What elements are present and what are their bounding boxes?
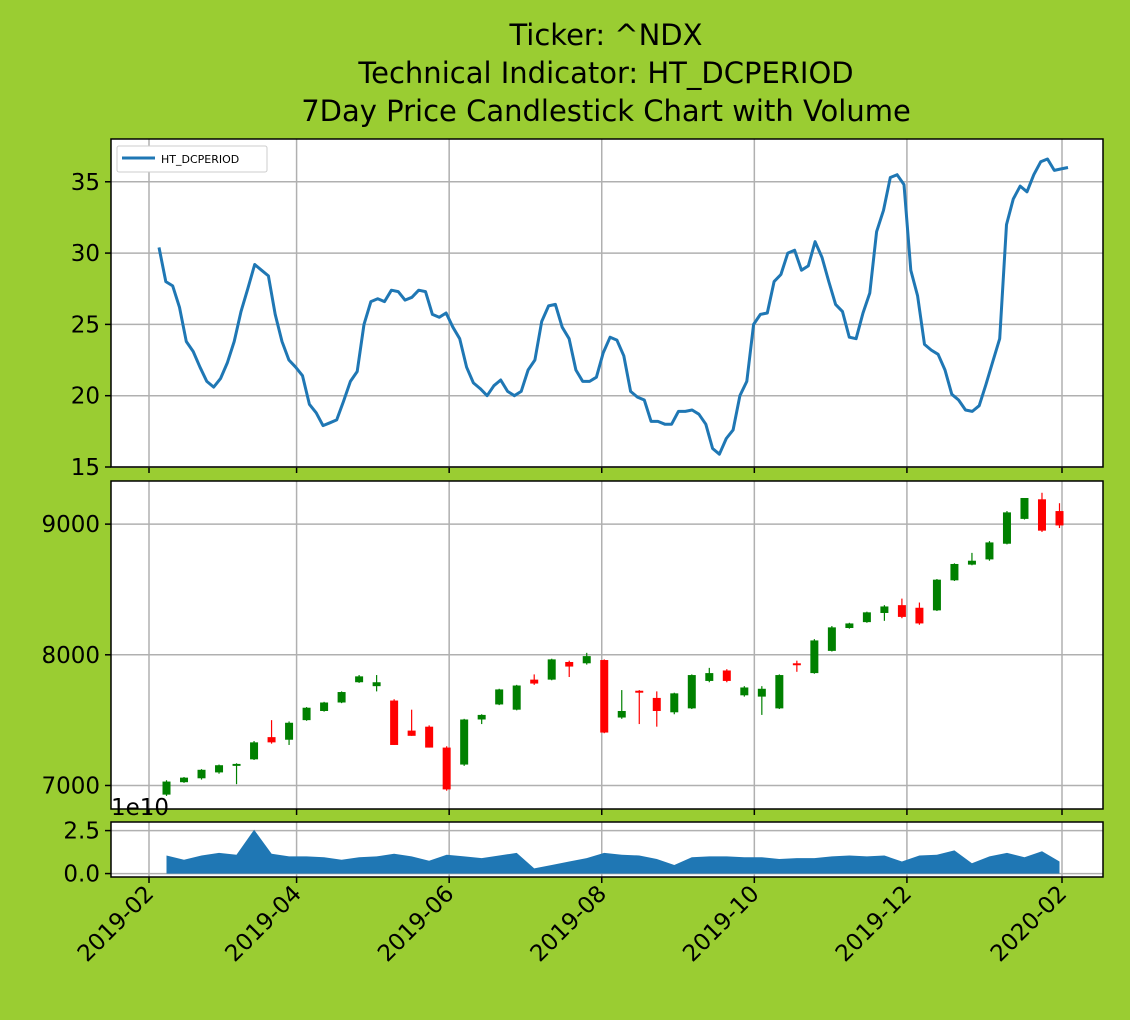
candle-body	[827, 627, 836, 651]
indicator-y-tick-label: 20	[71, 384, 100, 410]
price-plot-area	[111, 481, 1103, 809]
candle-body	[267, 737, 276, 743]
volume-y-axis: 0.0 2.5	[63, 819, 111, 888]
price-y-tick-label: 8000	[41, 643, 100, 669]
candle-body	[810, 640, 819, 674]
indicator-y-tick-label: 35	[71, 170, 100, 196]
candle-body	[722, 670, 731, 681]
candle-body	[512, 685, 521, 710]
candle-body	[792, 663, 801, 666]
candle-body	[600, 660, 609, 733]
candle-body	[337, 692, 346, 703]
candle-body	[372, 682, 381, 687]
price-y-tick-label: 7000	[41, 773, 100, 799]
price-y-axis: 7000 8000 9000	[41, 512, 111, 799]
candle-body	[687, 675, 696, 709]
candle-body	[495, 689, 504, 705]
indicator-y-tick-label: 25	[71, 312, 100, 338]
indicator-plot-area	[111, 139, 1103, 467]
volume-area	[166, 829, 1060, 874]
candle-body	[530, 679, 539, 684]
candle-body	[985, 542, 994, 560]
candle-body	[652, 697, 661, 711]
chart-title: Ticker: ^NDX Technical Indicator: HT_DCP…	[301, 18, 911, 128]
volume-y-tick-label: 0.0	[63, 862, 100, 888]
title-line-2: Technical Indicator: HT_DCPERIOD	[357, 56, 853, 90]
volume-panel: 0.0 2.5 1e10	[63, 795, 1104, 888]
indicator-y-axis: 15 20 25 30 35	[71, 170, 111, 481]
indicator-y-tick-label: 15	[71, 455, 100, 481]
price-panel: 7000 8000 9000	[41, 480, 1104, 815]
candle-body	[705, 673, 714, 681]
candle-body	[880, 606, 889, 613]
candle-body	[897, 605, 906, 617]
candle-body	[425, 726, 434, 748]
candle-body	[320, 702, 329, 711]
indicator-panel: 15 20 25 30 35 HT_DCPERIOD	[71, 138, 1104, 481]
candle-body	[565, 661, 574, 667]
candle-body	[407, 730, 416, 736]
candle-body	[250, 742, 259, 760]
candle-body	[197, 769, 206, 779]
x-tick-label: 2019-06	[373, 881, 459, 967]
candle-body	[1037, 499, 1046, 531]
title-line-3: 7Day Price Candlestick Chart with Volume	[301, 94, 911, 128]
candle-body	[950, 563, 959, 581]
indicator-frame	[110, 138, 1104, 468]
candle-body	[215, 765, 224, 773]
price-frame	[110, 480, 1104, 810]
candle-body	[390, 700, 399, 745]
candle-body	[180, 777, 189, 783]
indicator-legend: HT_DCPERIOD	[116, 145, 268, 173]
candle-body	[932, 579, 941, 611]
candle-body	[1020, 497, 1029, 519]
candle-body	[740, 687, 749, 696]
candle-body	[582, 656, 591, 664]
candle-body	[547, 659, 556, 680]
candle-body	[232, 763, 241, 766]
candle-body	[967, 560, 976, 565]
candlesticks	[162, 492, 1064, 796]
candle-body	[617, 710, 626, 718]
x-tick-label: 2019-04	[220, 881, 306, 967]
volume-frame	[110, 821, 1104, 878]
candle-body	[285, 722, 294, 740]
candle-body	[1055, 511, 1064, 526]
candle-body	[845, 623, 854, 629]
candle-body	[442, 747, 451, 790]
candle-body	[775, 675, 784, 709]
x-tick-label: 2019-12	[831, 881, 917, 967]
candle-body	[477, 714, 486, 720]
x-tick-label: 2020-02	[986, 881, 1072, 967]
price-y-tick-label: 9000	[41, 512, 100, 538]
legend-box	[116, 145, 268, 173]
candle-body	[1002, 512, 1011, 544]
candle-body	[670, 693, 679, 713]
candle-body	[460, 719, 469, 765]
title-line-1: Ticker: ^NDX	[508, 18, 702, 52]
x-tick-label: 2019-10	[678, 881, 764, 967]
volume-scale-label: 1e10	[111, 795, 169, 821]
ht-dcperiod-line	[157, 157, 1069, 456]
candle-body	[915, 607, 924, 624]
price-grid	[111, 481, 1103, 815]
x-axis: 2019-02 2019-04 2019-06 2019-08 2019-10 2019-…	[73, 881, 1072, 967]
candle-body	[862, 612, 871, 623]
x-tick-label: 2019-02	[73, 881, 159, 967]
legend-label: HT_DCPERIOD	[161, 153, 239, 166]
candle-body	[355, 676, 364, 683]
candle-body	[302, 707, 311, 721]
candle-body	[635, 690, 644, 693]
indicator-y-tick-label: 30	[71, 241, 100, 267]
x-tick-label: 2019-08	[526, 881, 612, 967]
candle-body	[162, 781, 171, 795]
volume-y-tick-label: 2.5	[63, 819, 100, 845]
candle-body	[757, 688, 766, 697]
